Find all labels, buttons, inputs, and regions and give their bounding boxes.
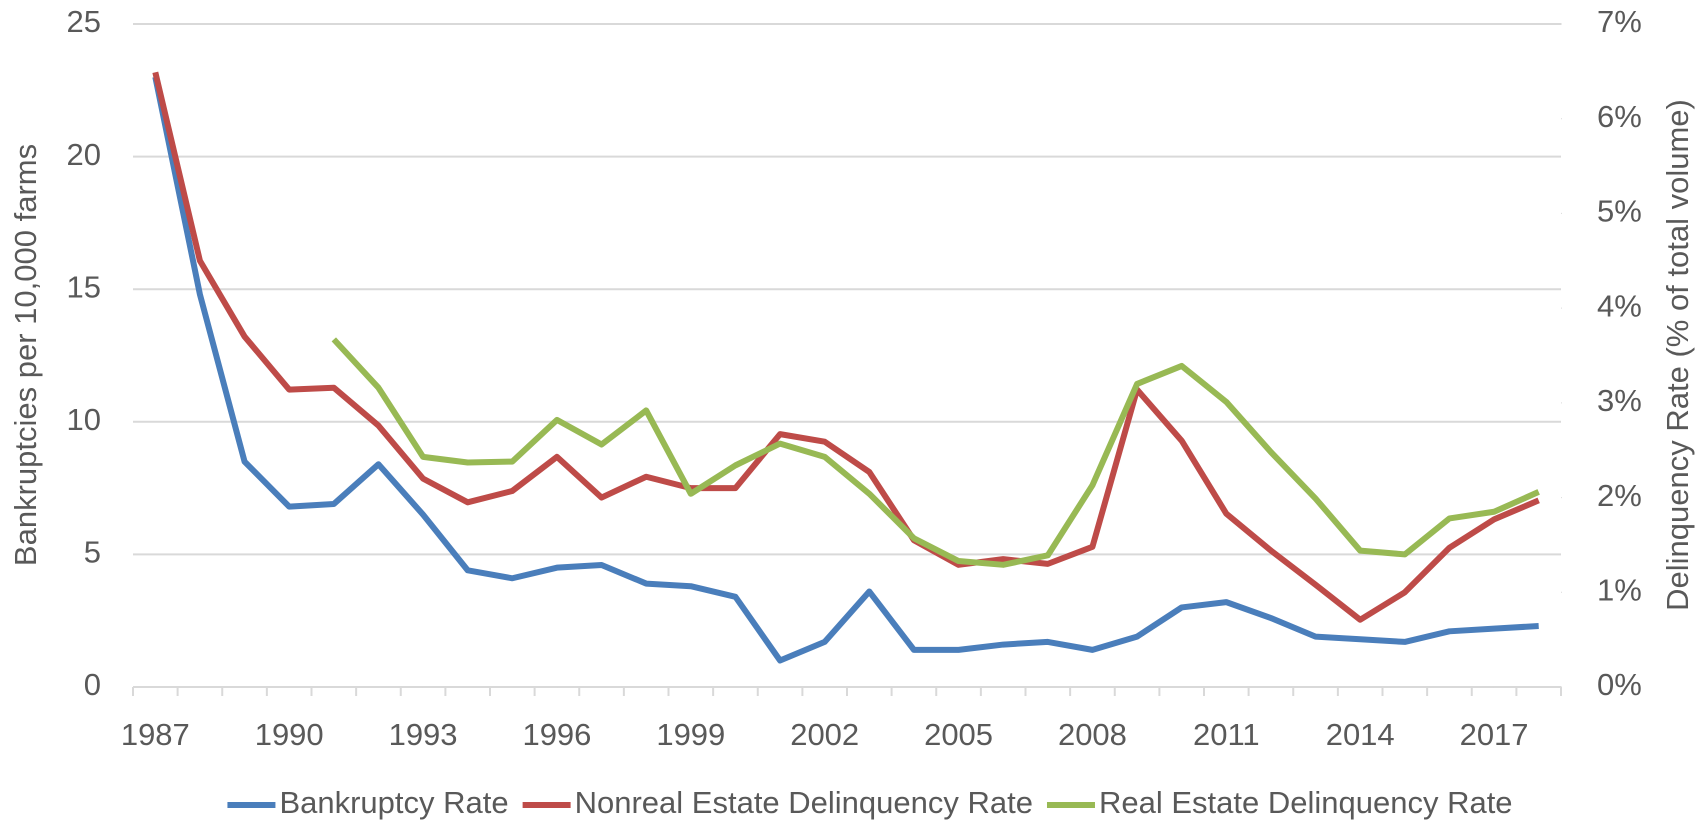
y-tick-label: 15 (67, 269, 101, 304)
legend-label: Bankruptcy Rate (279, 785, 508, 820)
x-tick-label: 1990 (255, 717, 324, 752)
y2-tick-label: 5% (1597, 194, 1642, 229)
x-tick-label: 1987 (121, 717, 190, 752)
y-tick-label: 10 (67, 402, 101, 437)
series-line (152, 71, 1540, 623)
x-tick-label: 2014 (1326, 717, 1395, 752)
x-tick-label: 1993 (389, 717, 458, 752)
legend-label: Real Estate Delinquency Rate (1099, 785, 1513, 820)
x-tick-label: 2017 (1460, 717, 1529, 752)
x-tick-label: 2008 (1058, 717, 1127, 752)
y-axis-label: Bankruptcies per 10,000 farms (8, 144, 43, 566)
y-tick-label: 0 (84, 667, 101, 702)
y2-tick-label: 1% (1597, 572, 1642, 607)
y2-tick-label: 0% (1597, 667, 1642, 702)
y2-axis-label: Delinquency Rate (% of total volume) (1660, 99, 1695, 611)
x-tick-label: 1999 (656, 717, 725, 752)
y2-tick-label: 3% (1597, 383, 1642, 418)
y2-tick-label: 4% (1597, 288, 1642, 323)
y-tick-label: 5 (84, 535, 101, 570)
x-tick-label: 2011 (1193, 717, 1260, 752)
y-tick-label: 25 (67, 4, 101, 39)
x-tick-label: 2005 (924, 717, 993, 752)
x-tick-label: 1996 (522, 717, 591, 752)
series-line (331, 337, 1540, 568)
y2-tick-label: 2% (1597, 478, 1642, 513)
y-tick-label: 20 (67, 137, 101, 172)
legend-label: Nonreal Estate Delinquency Rate (575, 785, 1033, 820)
y2-tick-label: 6% (1597, 99, 1642, 134)
series-line (152, 76, 1539, 664)
x-tick-label: 2002 (790, 717, 859, 752)
y2-tick-label: 7% (1597, 4, 1642, 39)
